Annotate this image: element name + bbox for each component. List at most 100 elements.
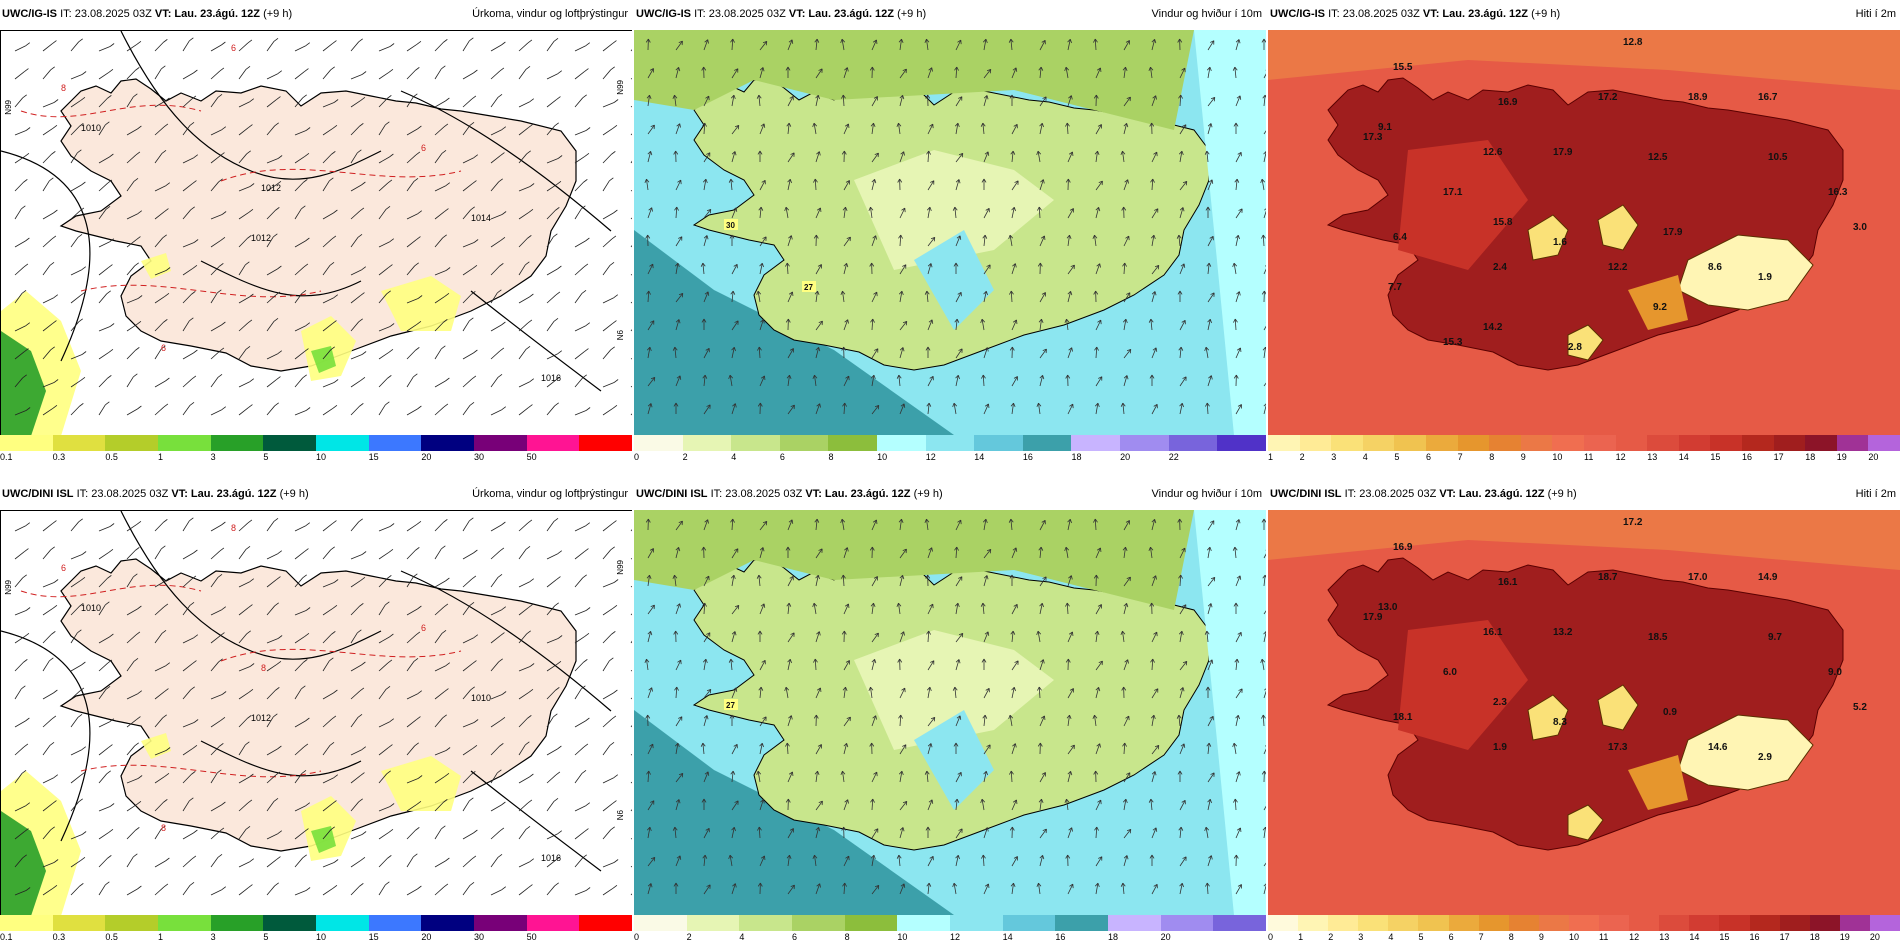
colorbar-tick: 0.5 <box>105 452 118 462</box>
colorbar-swatch <box>739 915 793 931</box>
colorbar-swatch <box>1710 435 1742 451</box>
map-label: 6 <box>421 143 426 153</box>
lead-time: (+9 h) <box>1547 488 1577 500</box>
colorbar <box>1268 915 1900 931</box>
map-canvas: 27 <box>634 510 1266 915</box>
temp-label: 2.4 <box>1493 262 1507 273</box>
run-info: UWC/DINI ISL IT: 23.08.2025 03Z VT: Lau.… <box>1270 488 1577 501</box>
lead-time: (+9 h) <box>279 488 309 500</box>
panel-header: UWC/IG-IS IT: 23.08.2025 03Z VT: Lau. 23… <box>634 0 1266 30</box>
colorbar-swatch <box>1869 915 1900 931</box>
colorbar-tick: 0.5 <box>105 932 118 942</box>
temp-label: 1.9 <box>1493 742 1507 753</box>
temp-label: 2.8 <box>1568 342 1582 353</box>
colorbar-tick: 10 <box>316 932 327 942</box>
colorbar-tick: 7 <box>1478 932 1484 942</box>
temp-label: 17.2 <box>1623 517 1643 528</box>
colorbar-swatch <box>1002 915 1056 931</box>
colorbar-swatch <box>105 435 159 451</box>
map-label: 1010 <box>81 603 101 613</box>
isotherm <box>220 168 462 182</box>
colorbar-swatch <box>950 915 1003 931</box>
run-info: UWC/DINI ISL IT: 23.08.2025 03Z VT: Lau.… <box>2 488 309 501</box>
temp-label: 13.2 <box>1553 627 1573 638</box>
colorbar-swatch <box>1160 915 1214 931</box>
temp-label: 12.2 <box>1608 262 1628 273</box>
colorbar-swatch <box>1120 435 1169 451</box>
map-label: 6 <box>161 343 166 353</box>
colorbar-tick: 12 <box>1615 452 1626 462</box>
colorbar-swatch <box>844 915 898 931</box>
isobar <box>200 260 362 297</box>
colorbar-swatch <box>925 435 975 451</box>
colorbar-swatch <box>634 915 687 931</box>
map-canvas: 1010 1012 1014 1016 1012 6 8 6 6 <box>1 31 632 436</box>
lead-time: (+9 h) <box>913 488 943 500</box>
temp-zone <box>1567 804 1604 841</box>
isobar <box>400 570 612 712</box>
colorbar-tick: 7 <box>1457 452 1463 462</box>
colorbar-swatch <box>1331 435 1363 451</box>
isobar <box>120 511 382 660</box>
run-info: UWC/IG-IS IT: 23.08.2025 03Z VT: Lau. 23… <box>2 8 292 21</box>
temp-label: 15.8 <box>1493 217 1513 228</box>
colorbar-tick: 18 <box>1809 932 1820 942</box>
temp-label: 12.5 <box>1648 152 1668 163</box>
init-time: IT: 23.08.2025 03Z <box>710 488 803 500</box>
panel-header: UWC/IG-IS IT: 23.08.2025 03Z VT: Lau. 23… <box>1268 0 1900 30</box>
temp-label: 17.2 <box>1598 92 1618 103</box>
forecast-map: 27 <box>634 510 1266 915</box>
valid-prefix: VT: <box>1439 488 1456 500</box>
temp-label: 17.0 <box>1688 572 1708 583</box>
colorbar-tick: 8 <box>1508 932 1514 942</box>
precip-area <box>381 276 461 331</box>
valid-time: Lau. 23.ágú. 12Z <box>824 488 911 500</box>
colorbar-tick: 20 <box>1869 932 1880 942</box>
colorbar-swatch <box>1108 915 1161 931</box>
wind-zone <box>1194 510 1266 915</box>
colorbar-tick: 20 <box>421 932 432 942</box>
forecast-map: 12.8 15.5 16.9 17.2 18.9 16.7 17.3 9.1 12.6 17.9 1… <box>1268 30 1900 435</box>
colorbar-swatch <box>1599 915 1630 931</box>
colorbar-swatch <box>1394 435 1426 451</box>
grid-side-label: N99 <box>616 560 625 575</box>
colorbar-swatch <box>877 435 926 451</box>
colorbar <box>0 435 632 451</box>
colorbar-tick: 6 <box>1448 932 1454 942</box>
panel-title: Vindur og hviður í 10m <box>1151 8 1262 20</box>
colorbar-swatch <box>1839 915 1870 931</box>
temp-label: 9.0 <box>1828 667 1842 678</box>
colorbar-swatch <box>579 915 632 931</box>
colorbar-swatch <box>1719 915 1750 931</box>
colorbar-ticks: 1 2 3 4 5 6 7 8 9 10 11 12 13 14 15 16 17 18 19 20 <box>1268 452 1900 466</box>
colorbar-swatch <box>1298 915 1329 931</box>
temp-label: 6.0 <box>1443 667 1457 678</box>
colorbar-tick: 9 <box>1538 932 1544 942</box>
temp-label: 16.1 <box>1483 627 1503 638</box>
colorbar-tick: 2 <box>682 452 688 462</box>
temp-label: 10.5 <box>1768 152 1788 163</box>
temp-label: 2.3 <box>1493 697 1507 708</box>
isobar <box>470 290 602 392</box>
colorbar-tick: 5 <box>263 932 269 942</box>
colorbar-tick: 14 <box>1678 452 1689 462</box>
colorbar-tick: 0 <box>1268 932 1274 942</box>
colorbar-tick: 20 <box>1160 932 1171 942</box>
temp-label: 6.4 <box>1393 232 1407 243</box>
forecast-map: 17.2 16.9 16.1 18.7 17.0 14.9 17.9 13.0 16.1 13.2… <box>1268 510 1900 915</box>
valid-time: Lau. 23.ágú. 12Z <box>1458 488 1545 500</box>
colorbar-tick: 22 <box>1168 452 1179 462</box>
map-canvas: 1010 1012 1010 1016 8 8 6 8 6 <box>1 511 632 916</box>
precip-area <box>1 331 46 436</box>
colorbar-swatch <box>1478 915 1509 931</box>
colorbar-swatch <box>682 435 732 451</box>
temp-zone <box>1527 214 1569 261</box>
valid-prefix: VT: <box>171 488 188 500</box>
colorbar-swatch <box>1647 435 1679 451</box>
wind-arrows <box>14 517 632 896</box>
temp-label: 2.9 <box>1758 752 1772 763</box>
precip-area <box>141 253 171 279</box>
temp-label: 17.9 <box>1363 612 1383 623</box>
temp-label: 18.9 <box>1688 92 1708 103</box>
panel-title: Hiti í 2m <box>1855 8 1896 20</box>
